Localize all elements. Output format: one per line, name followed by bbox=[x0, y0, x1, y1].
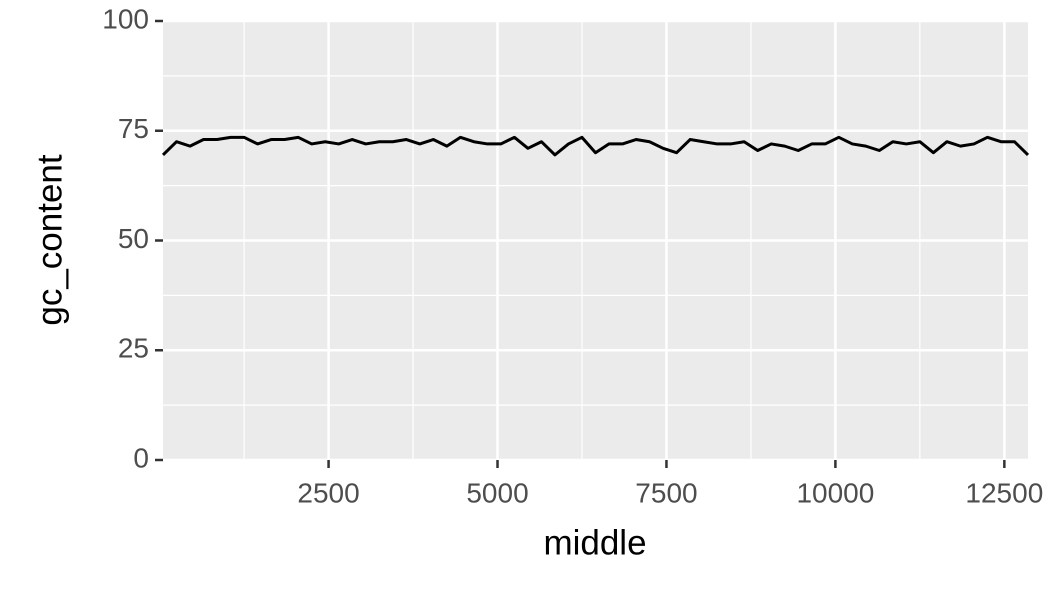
y-tick-label: 50 bbox=[118, 223, 149, 254]
y-tick-label: 25 bbox=[118, 333, 149, 364]
y-tick-label: 100 bbox=[102, 3, 149, 34]
x-tick-label: 5000 bbox=[466, 477, 528, 508]
y-tick-label: 75 bbox=[118, 113, 149, 144]
x-tick-label: 12500 bbox=[965, 477, 1043, 508]
y-axis-title: gc_content bbox=[30, 154, 69, 326]
x-axis-title: middle bbox=[543, 523, 646, 562]
x-tick-label: 10000 bbox=[796, 477, 874, 508]
y-tick-label: 0 bbox=[133, 442, 149, 473]
x-tick-label: 2500 bbox=[297, 477, 359, 508]
x-tick-label: 7500 bbox=[635, 477, 697, 508]
data-line bbox=[161, 135, 1030, 157]
